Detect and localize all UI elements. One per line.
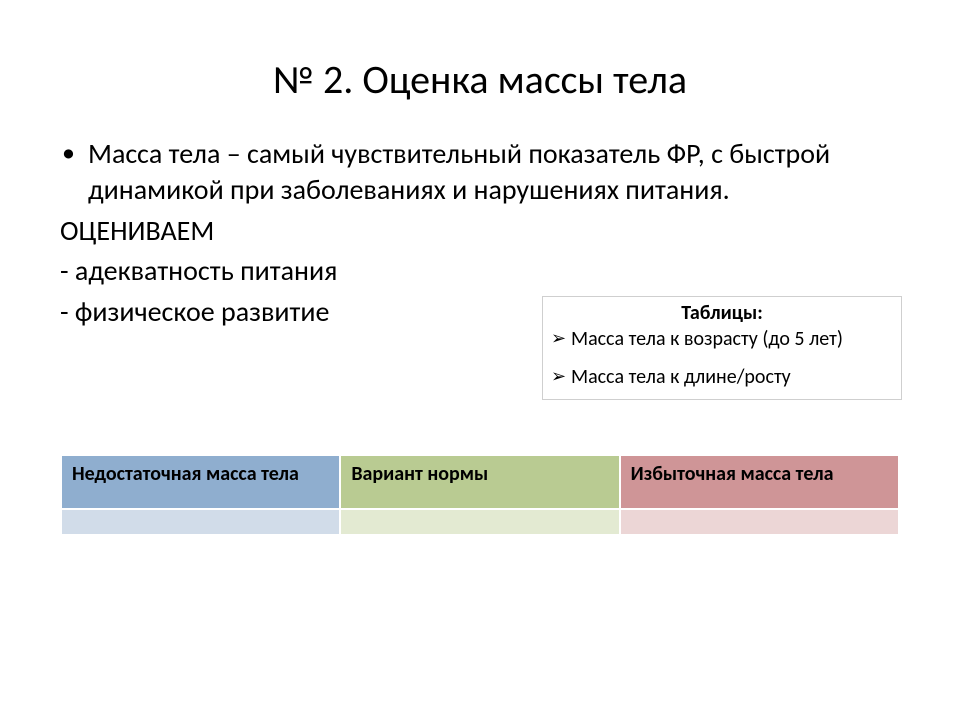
evaluate-label: ОЦЕНИВАЕМ [60,213,900,249]
info-box-item: Масса тела к возрасту (до 5 лет) [571,327,893,351]
cell-overweight [620,509,899,535]
col-header-overweight: Избыточная масса тела [620,455,899,509]
slide: № 2. Оценка массы тела Масса тела – самы… [0,0,960,720]
cell-normal [340,509,619,535]
eval-item: - адекватность питания [60,253,900,289]
slide-title: № 2. Оценка массы тела [60,55,900,104]
table-data-row [61,509,899,535]
col-header-underweight: Недостаточная масса тела [61,455,340,509]
cell-underweight [61,509,340,535]
info-box-title: Таблицы: [551,301,893,325]
main-bullet-list: Масса тела – самый чувствительный показа… [60,136,900,209]
table-header-row: Недостаточная масса тела Вариант нормы И… [61,455,899,509]
main-bullet-item: Масса тела – самый чувствительный показа… [88,136,900,209]
category-table: Недостаточная масса тела Вариант нормы И… [60,454,900,536]
col-header-normal: Вариант нормы [340,455,619,509]
info-box-item: Масса тела к длине/росту [571,365,893,389]
tables-info-box: Таблицы: Масса тела к возрасту (до 5 лет… [542,296,902,400]
info-box-list: Масса тела к возрасту (до 5 лет) Масса т… [551,327,893,389]
